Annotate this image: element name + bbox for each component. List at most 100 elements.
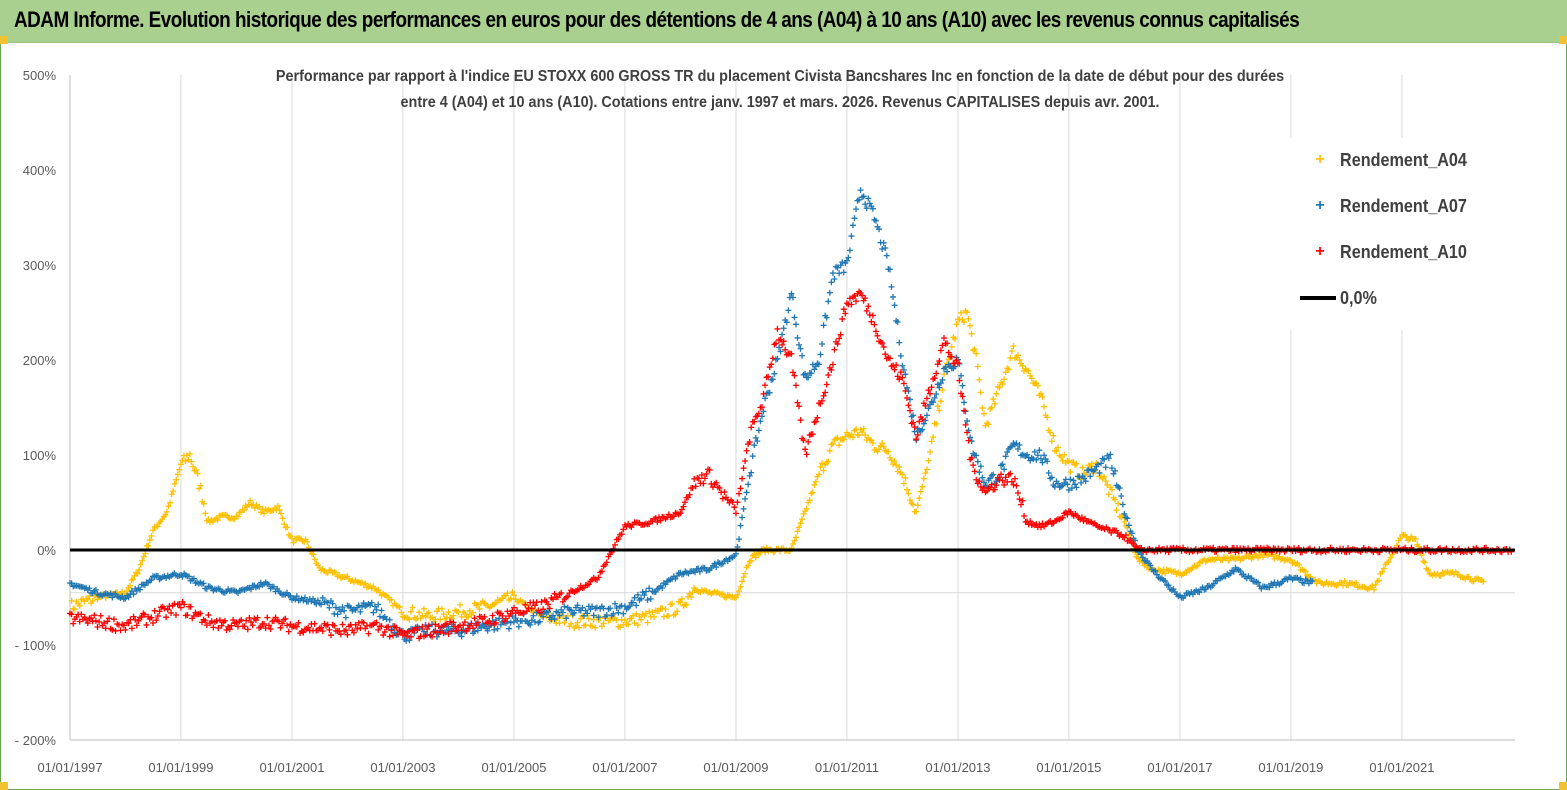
data-point-rendement_a04 xyxy=(162,511,169,518)
data-point-rendement_a07 xyxy=(742,495,749,502)
data-point-rendement_a04 xyxy=(422,613,429,620)
data-point-rendement_a10 xyxy=(896,376,903,383)
data-point-rendement_a07 xyxy=(837,262,844,269)
data-point-rendement_a10 xyxy=(489,612,496,619)
data-point-rendement_a10 xyxy=(903,394,910,401)
data-point-rendement_a10 xyxy=(295,619,302,626)
data-point-rendement_a07 xyxy=(817,351,824,358)
data-point-rendement_a07 xyxy=(610,610,617,617)
data-point-rendement_a04 xyxy=(193,467,200,474)
legend-line-zero xyxy=(1300,296,1336,300)
data-point-rendement_a10 xyxy=(128,625,135,632)
data-point-rendement_a04 xyxy=(1113,507,1120,514)
data-point-rendement_a04 xyxy=(1387,554,1394,561)
data-point-rendement_a10 xyxy=(558,589,565,596)
data-point-rendement_a07 xyxy=(713,564,720,571)
data-point-rendement_a04 xyxy=(470,609,477,616)
data-point-rendement_a10 xyxy=(755,410,762,417)
data-point-rendement_a04 xyxy=(1037,390,1044,397)
data-point-rendement_a10 xyxy=(925,387,932,394)
data-point-rendement_a10 xyxy=(797,417,804,424)
data-point-rendement_a10 xyxy=(1027,518,1034,525)
corner-marker xyxy=(0,36,8,44)
data-point-rendement_a04 xyxy=(917,488,924,495)
data-point-rendement_a10 xyxy=(910,419,917,426)
data-point-rendement_a04 xyxy=(885,448,892,455)
data-point-rendement_a10 xyxy=(386,633,393,640)
data-point-rendement_a07 xyxy=(186,573,193,580)
data-point-rendement_a07 xyxy=(903,384,910,391)
data-point-rendement_a07 xyxy=(961,399,968,406)
data-point-rendement_a04 xyxy=(907,497,914,504)
data-point-rendement_a07 xyxy=(1309,578,1316,585)
data-point-rendement_a04 xyxy=(170,488,177,495)
data-point-rendement_a04 xyxy=(450,612,457,619)
data-point-rendement_a07 xyxy=(270,583,277,590)
data-point-rendement_a04 xyxy=(893,462,900,469)
data-point-rendement_a10 xyxy=(492,619,499,626)
data-point-rendement_a10 xyxy=(789,369,796,376)
data-point-rendement_a10 xyxy=(474,619,481,626)
data-point-rendement_a04 xyxy=(1287,557,1294,564)
data-point-rendement_a10 xyxy=(218,622,225,629)
data-point-rendement_a04 xyxy=(1380,565,1387,572)
data-point-rendement_a07 xyxy=(856,196,863,203)
data-point-rendement_a07 xyxy=(559,609,566,616)
data-point-rendement_a04 xyxy=(465,613,472,620)
data-point-rendement_a10 xyxy=(523,608,530,615)
data-point-rendement_a04 xyxy=(1121,518,1128,525)
data-point-rendement_a10 xyxy=(1021,512,1028,519)
data-point-rendement_a07 xyxy=(1016,442,1023,449)
data-point-rendement_a07 xyxy=(845,254,852,261)
data-point-rendement_a07 xyxy=(337,608,344,615)
data-point-rendement_a04 xyxy=(197,482,204,489)
data-point-rendement_a04 xyxy=(510,592,517,599)
data-point-rendement_a04 xyxy=(1341,578,1348,585)
corner-marker xyxy=(1559,782,1567,790)
data-point-rendement_a04 xyxy=(803,505,810,512)
data-point-rendement_a07 xyxy=(256,583,263,590)
data-point-rendement_a04 xyxy=(256,503,263,510)
data-point-rendement_a04 xyxy=(572,623,579,630)
data-point-rendement_a04 xyxy=(425,609,432,616)
data-point-rendement_a10 xyxy=(360,619,367,626)
data-point-rendement_a07 xyxy=(791,314,798,321)
data-point-rendement_a07 xyxy=(760,408,767,415)
data-point-rendement_a04 xyxy=(1028,375,1035,382)
data-point-rendement_a07 xyxy=(783,319,790,326)
data-point-rendement_a10 xyxy=(788,350,795,357)
data-point-rendement_a04 xyxy=(953,321,960,328)
legend-label-zero: 0,0% xyxy=(1340,287,1377,308)
data-point-rendement_a10 xyxy=(615,536,622,543)
data-point-rendement_a07 xyxy=(1162,578,1169,585)
data-point-rendement_a07 xyxy=(536,618,543,625)
data-point-rendement_a10 xyxy=(318,624,325,631)
data-point-rendement_a04 xyxy=(1125,531,1132,538)
data-point-rendement_a10 xyxy=(164,606,171,613)
data-point-rendement_a07 xyxy=(1105,455,1112,462)
data-point-rendement_a04 xyxy=(281,521,288,528)
data-point-rendement_a04 xyxy=(136,567,143,574)
data-point-rendement_a04 xyxy=(476,605,483,612)
data-point-rendement_a04 xyxy=(200,500,207,507)
legend-label-a04: Rendement_A04 xyxy=(1340,149,1467,170)
data-point-rendement_a07 xyxy=(740,505,747,512)
data-point-rendement_a04 xyxy=(971,346,978,353)
data-point-rendement_a04 xyxy=(939,387,946,394)
data-point-rendement_a04 xyxy=(177,461,184,468)
data-point-rendement_a04 xyxy=(812,478,819,485)
data-point-rendement_a04 xyxy=(146,537,153,544)
data-point-rendement_a04 xyxy=(1353,579,1360,586)
data-point-rendement_a10 xyxy=(149,620,156,627)
data-point-rendement_a07 xyxy=(68,580,75,587)
data-point-rendement_a10 xyxy=(468,620,475,627)
data-point-rendement_a04 xyxy=(574,619,581,626)
data-point-rendement_a07 xyxy=(527,621,534,628)
data-point-rendement_a10 xyxy=(337,631,344,638)
data-point-rendement_a04 xyxy=(445,609,452,616)
x-tick-label: 01/01/2003 xyxy=(370,760,435,775)
x-tick-label: 01/01/2021 xyxy=(1369,760,1434,775)
data-point-rendement_a04 xyxy=(740,574,747,581)
data-point-rendement_a07 xyxy=(920,420,927,427)
